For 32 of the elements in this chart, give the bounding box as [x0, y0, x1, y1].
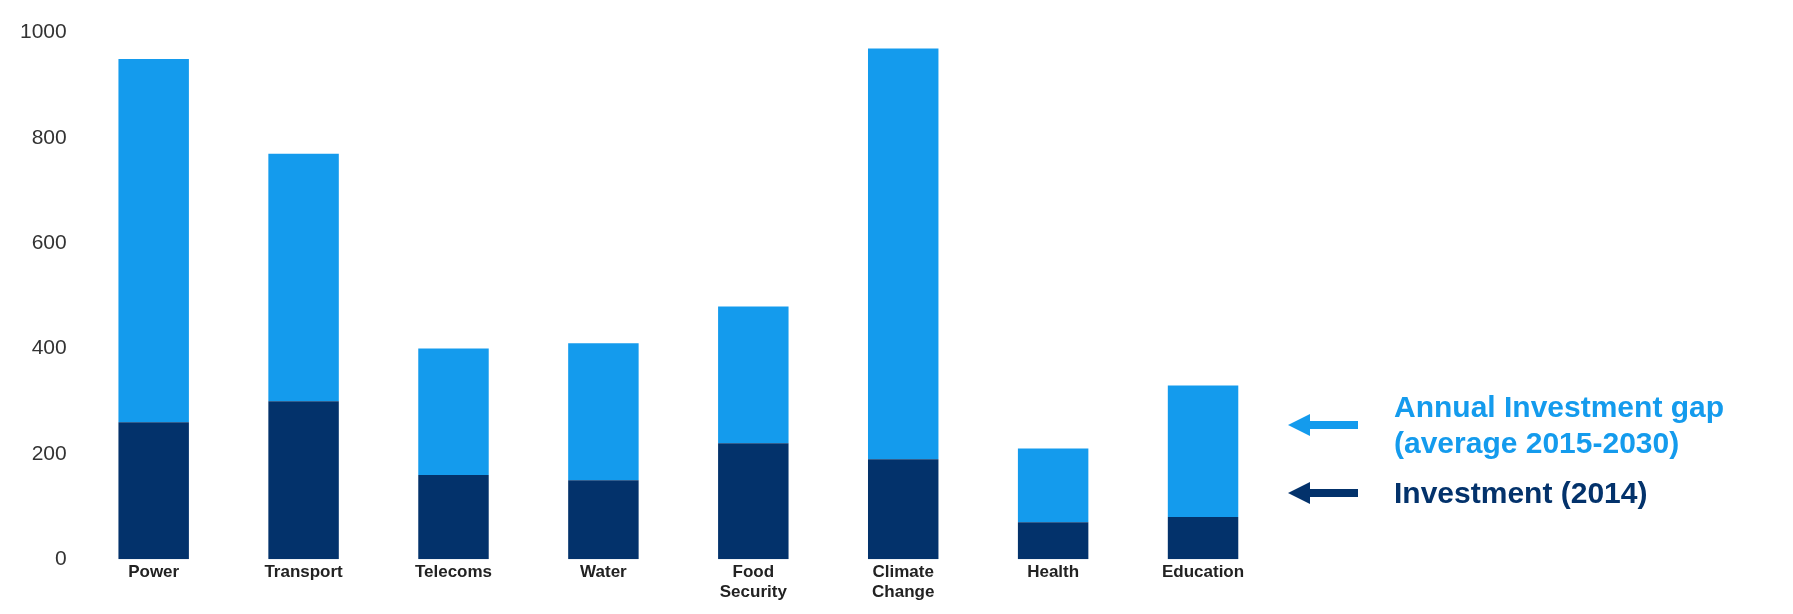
- y-tick-label: 200: [31, 440, 67, 464]
- bar: [418, 348, 489, 475]
- legend-label: Annual Investment gap (average 2015-2030): [1394, 389, 1726, 461]
- bar: [118, 58, 189, 423]
- x-tick-label: Telecoms: [414, 562, 493, 582]
- x-tick-label: Health: [1027, 562, 1080, 582]
- bar: [268, 401, 339, 560]
- x-tick-label: Water: [580, 562, 628, 582]
- x-tick-label: Climate Change: [872, 562, 935, 602]
- bar: [718, 306, 789, 444]
- bar: [568, 343, 639, 481]
- bar: [1167, 517, 1239, 560]
- x-tick-label: Food Security: [719, 562, 788, 602]
- y-tick-label: 600: [31, 230, 67, 254]
- bar: [568, 480, 639, 560]
- bar: [1017, 448, 1089, 523]
- x-tick-label: Transport: [264, 562, 344, 582]
- x-tick-label: Power: [128, 562, 180, 582]
- bar: [868, 48, 939, 460]
- y-tick-label: 0: [55, 546, 67, 569]
- bar: [718, 443, 789, 560]
- y-tick-label: 1000: [20, 19, 67, 43]
- x-tick-label: Education: [1161, 562, 1245, 582]
- bar: [418, 474, 489, 560]
- legend-label: Investment (2014): [1394, 475, 1648, 511]
- bar: [1167, 385, 1239, 518]
- y-tick-label: 800: [31, 124, 67, 148]
- bar: [268, 153, 339, 402]
- bar: [118, 422, 189, 560]
- bar: [868, 459, 939, 560]
- bar: [1017, 522, 1089, 560]
- y-tick-label: 400: [31, 335, 67, 359]
